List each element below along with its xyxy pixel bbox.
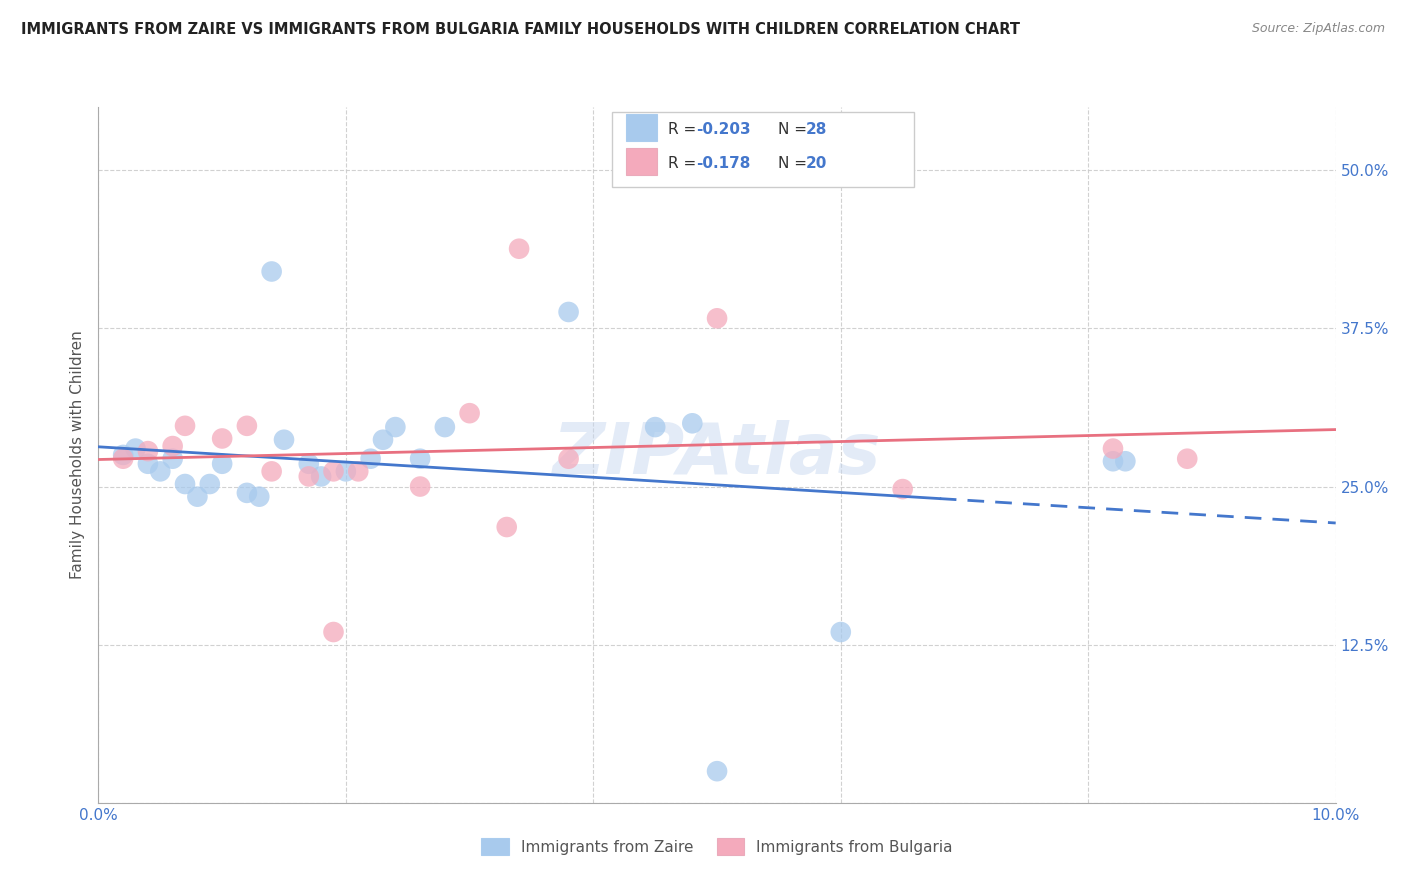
Point [247, 490, 270, 504]
Point [298, 469, 321, 483]
Point [706, 311, 728, 326]
Point [149, 464, 172, 478]
Text: Source: ZipAtlas.com: Source: ZipAtlas.com [1251, 22, 1385, 36]
Y-axis label: Family Households with Children: Family Households with Children [69, 331, 84, 579]
Point [322, 625, 344, 640]
Text: 20: 20 [806, 156, 827, 170]
Point [112, 451, 135, 466]
Point [298, 457, 321, 471]
Point [124, 442, 146, 456]
Text: R =: R = [668, 156, 702, 170]
Point [186, 490, 208, 504]
Point [458, 406, 481, 420]
Point [198, 477, 221, 491]
Point [830, 625, 852, 640]
Point [162, 451, 184, 466]
Point [273, 433, 295, 447]
Point [409, 451, 432, 466]
Point [1102, 454, 1125, 468]
Point [891, 482, 914, 496]
Point [322, 464, 344, 478]
Text: IMMIGRANTS FROM ZAIRE VS IMMIGRANTS FROM BULGARIA FAMILY HOUSEHOLDS WITH CHILDRE: IMMIGRANTS FROM ZAIRE VS IMMIGRANTS FROM… [21, 22, 1021, 37]
Point [557, 305, 579, 319]
Point [236, 418, 259, 433]
Text: 28: 28 [806, 122, 827, 136]
Point [384, 420, 406, 434]
Point [174, 477, 197, 491]
Point [136, 457, 159, 471]
Point [644, 420, 666, 434]
Text: -0.203: -0.203 [696, 122, 751, 136]
Point [681, 417, 703, 431]
Point [112, 448, 135, 462]
Point [1114, 454, 1136, 468]
Point [162, 439, 184, 453]
Point [409, 479, 432, 493]
Text: N =: N = [778, 122, 811, 136]
Point [1175, 451, 1198, 466]
Point [260, 264, 283, 278]
Point [174, 418, 197, 433]
Point [508, 242, 530, 256]
Point [335, 464, 357, 478]
Text: N =: N = [778, 156, 811, 170]
Text: -0.178: -0.178 [696, 156, 751, 170]
Point [1102, 442, 1125, 456]
Point [347, 464, 370, 478]
Point [260, 464, 283, 478]
Point [136, 444, 159, 458]
Point [433, 420, 456, 434]
Point [495, 520, 517, 534]
Point [371, 433, 394, 447]
Text: R =: R = [668, 122, 702, 136]
Point [360, 451, 382, 466]
Point [706, 764, 728, 779]
Point [557, 451, 579, 466]
Point [211, 432, 233, 446]
Legend: Immigrants from Zaire, Immigrants from Bulgaria: Immigrants from Zaire, Immigrants from B… [475, 832, 959, 862]
Text: ZIPAtlas: ZIPAtlas [553, 420, 882, 490]
Point [211, 457, 233, 471]
Point [236, 486, 259, 500]
Point [309, 469, 332, 483]
